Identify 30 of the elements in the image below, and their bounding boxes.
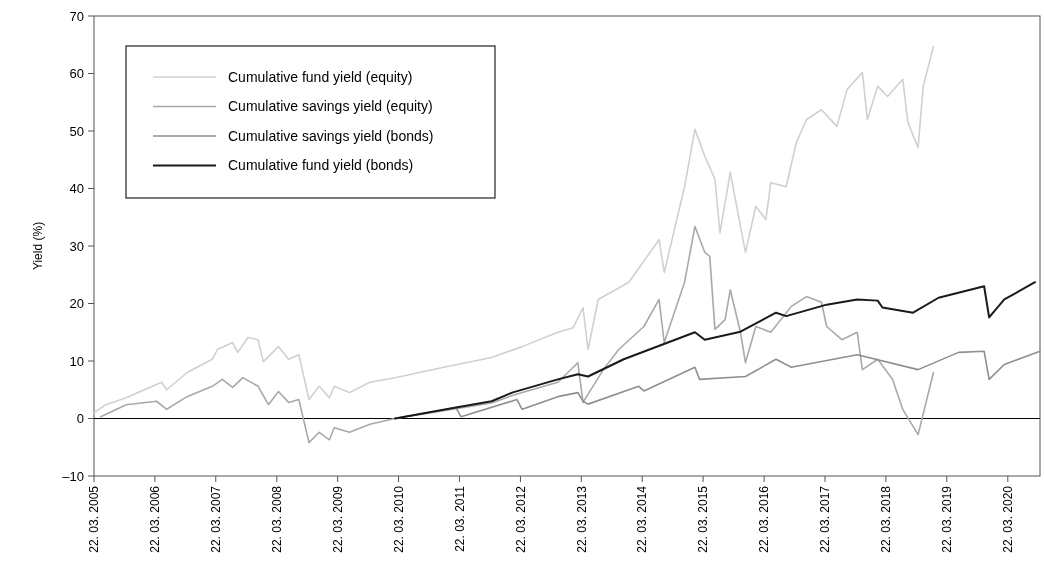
x-tick-label: 22. 03. 2016 xyxy=(757,485,772,553)
x-tick-label: 22. 03. 2008 xyxy=(270,485,284,553)
x-tick-label: 22. 03. 2006 xyxy=(148,485,163,553)
x-tick-label: 22. 03. 2017 xyxy=(818,485,833,553)
x-tick-label: 22. 03. 2007 xyxy=(208,485,223,553)
legend-label: Cumulative savings yield (bonds) xyxy=(228,127,434,144)
y-tick-label: 30 xyxy=(69,238,84,254)
y-tick-label: 10 xyxy=(69,353,84,369)
x-tick-label: 22. 03. 2018 xyxy=(879,485,894,553)
x-tick-label: 22. 03. 2013 xyxy=(574,485,589,553)
y-tick-label: 40 xyxy=(69,181,84,197)
legend-label: Cumulative fund yield (bonds) xyxy=(228,157,414,174)
x-tick-label: 22. 03. 2011 xyxy=(452,485,467,552)
x-tick-label: 22. 03. 2005 xyxy=(87,485,102,553)
y-tick-label: –10 xyxy=(62,468,84,484)
x-tick-label: 22. 03. 2019 xyxy=(939,485,954,553)
x-tick-label: 22. 03. 2012 xyxy=(513,485,528,553)
y-tick-label: 20 xyxy=(69,296,84,312)
x-tick-label: 22. 03. 2020 xyxy=(1001,485,1016,553)
x-tick-label: 22. 03. 2010 xyxy=(391,485,406,553)
y-tick-label: 50 xyxy=(69,123,84,139)
y-tick-label: 0 xyxy=(76,411,84,427)
legend-label: Cumulative fund yield (equity) xyxy=(228,68,413,85)
y-tick-label: 70 xyxy=(69,8,84,24)
x-tick-label: 22. 03. 2009 xyxy=(330,485,345,553)
x-tick-label: 22. 03. 2014 xyxy=(635,485,650,553)
y-axis-title: Yield (%) xyxy=(31,221,45,271)
legend-label: Cumulative savings yield (equity) xyxy=(228,98,433,115)
y-tick-label: 60 xyxy=(69,66,84,82)
x-tick-label: 22. 03. 2015 xyxy=(696,485,711,553)
